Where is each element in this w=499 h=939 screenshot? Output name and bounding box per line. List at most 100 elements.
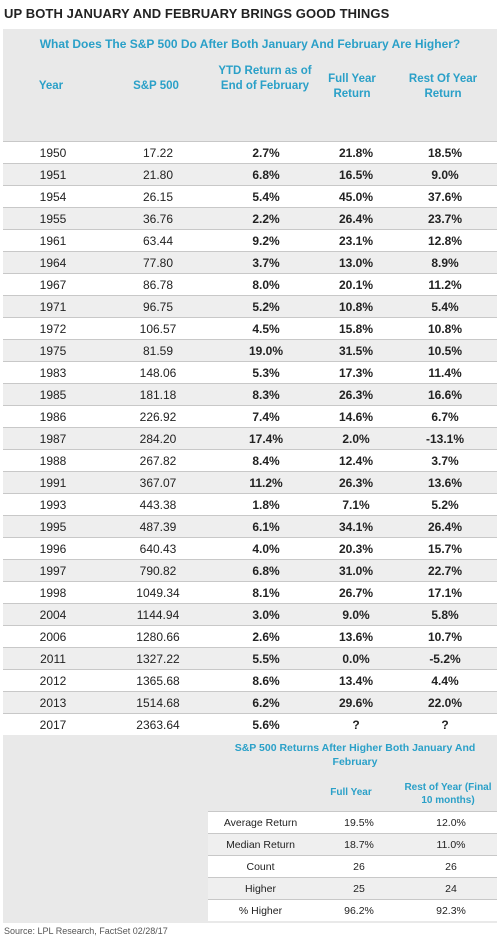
year-cell: 1995 <box>3 515 103 538</box>
sp500-cell: 63.44 <box>103 229 213 252</box>
summary-header-rest: Rest of Year (Final 10 months) <box>404 782 492 806</box>
full-year-return-cell: 34.1% <box>319 515 393 538</box>
sp500-cell: 640.43 <box>103 537 213 560</box>
full-year-return-cell: 26.3% <box>319 383 393 406</box>
table-row: 2004 1144.94 3.0% 9.0% 5.8% <box>3 603 497 626</box>
ytd-return-cell: 8.4% <box>213 449 319 472</box>
sp500-cell: 367.07 <box>103 471 213 494</box>
summary-full-cell: 96.2% <box>313 899 405 921</box>
sp500-cell: 1280.66 <box>103 625 213 648</box>
full-year-return-cell: 29.6% <box>319 691 393 714</box>
full-year-return-cell: 45.0% <box>319 185 393 208</box>
sp500-cell: 1049.34 <box>103 581 213 604</box>
header-sp500: S&P 500 <box>133 80 179 92</box>
rest-of-year-return-cell: 10.8% <box>393 317 497 340</box>
headline: UP BOTH JANUARY AND FEBRUARY BRINGS GOOD… <box>4 6 390 21</box>
summary-title: S&P 500 Returns After Higher Both Januar… <box>234 742 476 768</box>
year-cell: 2012 <box>3 669 103 692</box>
year-cell: 1967 <box>3 273 103 296</box>
ytd-return-cell: 4.0% <box>213 537 319 560</box>
full-year-return-cell: 26.3% <box>319 471 393 494</box>
ytd-return-cell: 1.8% <box>213 493 319 516</box>
table-row: 1983 148.06 5.3% 17.3% 11.4% <box>3 361 497 384</box>
ytd-return-cell: 5.2% <box>213 295 319 318</box>
ytd-return-cell: 8.3% <box>213 383 319 406</box>
table-row: 1961 63.44 9.2% 23.1% 12.8% <box>3 229 497 252</box>
table-row: 1985 181.18 8.3% 26.3% 16.6% <box>3 383 497 406</box>
year-cell: 1954 <box>3 185 103 208</box>
rest-of-year-return-cell: 11.2% <box>393 273 497 296</box>
rest-of-year-return-cell: 5.4% <box>393 295 497 318</box>
full-year-return-cell: 10.8% <box>319 295 393 318</box>
rest-of-year-return-cell: 9.0% <box>393 163 497 186</box>
full-year-return-cell: 21.8% <box>319 141 393 164</box>
source-note: Source: LPL Research, FactSet 02/28/17 <box>4 926 168 936</box>
table-row: 1967 86.78 8.0% 20.1% 11.2% <box>3 273 497 296</box>
year-cell: 2017 <box>3 713 103 735</box>
table-row: 2012 1365.68 8.6% 13.4% 4.4% <box>3 669 497 692</box>
sp500-cell: 1514.68 <box>103 691 213 714</box>
summary-full-cell: 19.5% <box>313 811 405 834</box>
summary-row: % Higher 96.2% 92.3% <box>208 899 497 921</box>
ytd-return-cell: 8.1% <box>213 581 319 604</box>
summary-row: Median Return 18.7% 11.0% <box>208 833 497 856</box>
full-year-return-cell: 9.0% <box>319 603 393 626</box>
sp500-cell: 21.80 <box>103 163 213 186</box>
year-cell: 1987 <box>3 427 103 450</box>
table-row: 1993 443.38 1.8% 7.1% 5.2% <box>3 493 497 516</box>
year-cell: 1951 <box>3 163 103 186</box>
summary-full-cell: 26 <box>313 855 405 878</box>
full-year-return-cell: 2.0% <box>319 427 393 450</box>
year-cell: 1971 <box>3 295 103 318</box>
sp500-cell: 17.22 <box>103 141 213 164</box>
full-year-return-cell: 23.1% <box>319 229 393 252</box>
ytd-return-cell: 3.0% <box>213 603 319 626</box>
full-year-return-cell: 31.0% <box>319 559 393 582</box>
full-year-return-cell: 12.4% <box>319 449 393 472</box>
sp500-cell: 226.92 <box>103 405 213 428</box>
summary-header-full: Full Year <box>330 787 372 798</box>
summary-rest-cell: 92.3% <box>405 899 497 921</box>
year-cell: 1986 <box>3 405 103 428</box>
table-row: 2017 2363.64 5.6%?? <box>3 713 497 735</box>
sp500-cell: 96.75 <box>103 295 213 318</box>
year-cell: 2006 <box>3 625 103 648</box>
sp500-cell: 443.38 <box>103 493 213 516</box>
table-row: 1997 790.82 6.8% 31.0% 22.7% <box>3 559 497 582</box>
rest-of-year-return-cell: -5.2% <box>393 647 497 670</box>
ytd-return-cell: 11.2% <box>213 471 319 494</box>
ytd-return-cell: 9.2% <box>213 229 319 252</box>
year-cell: 1985 <box>3 383 103 406</box>
year-cell: 1998 <box>3 581 103 604</box>
table-row: 2006 1280.66 2.6% 13.6% 10.7% <box>3 625 497 648</box>
ytd-return-cell: 7.4% <box>213 405 319 428</box>
full-year-return-cell: 26.4% <box>319 207 393 230</box>
rest-of-year-return-cell: 5.8% <box>393 603 497 626</box>
year-cell: 1991 <box>3 471 103 494</box>
summary-label-cell: % Higher <box>208 899 313 921</box>
year-cell: 1997 <box>3 559 103 582</box>
full-year-return-cell: 13.0% <box>319 251 393 274</box>
rest-of-year-return-cell: 5.2% <box>393 493 497 516</box>
sp500-cell: 487.39 <box>103 515 213 538</box>
summary-row: Count 26 26 <box>208 855 497 878</box>
full-year-return-cell: 13.6% <box>319 625 393 648</box>
sp500-cell: 284.20 <box>103 427 213 450</box>
table-subtitle: What Does The S&P 500 Do After Both Janu… <box>39 37 461 51</box>
rest-of-year-return-cell: 13.6% <box>393 471 497 494</box>
ytd-return-cell: 6.1% <box>213 515 319 538</box>
table-row: 1991 367.07 11.2% 26.3% 13.6% <box>3 471 497 494</box>
rest-of-year-return-cell: 3.7% <box>393 449 497 472</box>
ytd-return-cell: 3.7% <box>213 251 319 274</box>
ytd-return-cell: 2.6% <box>213 625 319 648</box>
ytd-return-cell: 5.4% <box>213 185 319 208</box>
year-cell: 1961 <box>3 229 103 252</box>
sp500-cell: 1365.68 <box>103 669 213 692</box>
summary-full-cell: 25 <box>313 877 405 900</box>
rest-of-year-return-cell: 10.7% <box>393 625 497 648</box>
rest-of-year-return-cell: 16.6% <box>393 383 497 406</box>
table-row: 1954 26.15 5.4% 45.0% 37.6% <box>3 185 497 208</box>
year-cell: 1975 <box>3 339 103 362</box>
ytd-return-cell: 5.5% <box>213 647 319 670</box>
table-row: 1971 96.75 5.2% 10.8% 5.4% <box>3 295 497 318</box>
